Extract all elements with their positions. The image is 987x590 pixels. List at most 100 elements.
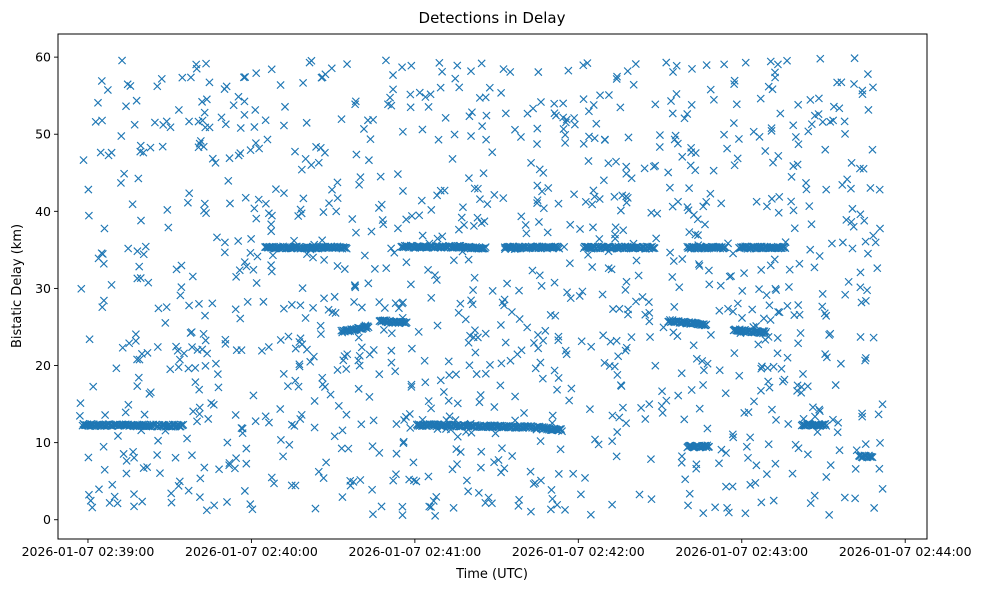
data-point [291, 344, 300, 353]
data-point [376, 172, 385, 181]
data-point [546, 505, 555, 514]
data-point [589, 100, 598, 109]
data-point [183, 434, 192, 443]
data-point [172, 265, 181, 274]
data-point [271, 185, 280, 194]
data-point [500, 301, 509, 310]
data-point [243, 297, 252, 306]
data-point [755, 285, 764, 294]
data-point [465, 112, 474, 121]
data-point [767, 194, 776, 203]
data-point [162, 117, 171, 126]
data-point [608, 411, 617, 420]
data-point [466, 331, 475, 340]
data-point [192, 64, 201, 73]
data-point [211, 359, 220, 368]
data-point [430, 271, 439, 280]
data-point [99, 442, 108, 451]
data-point [868, 83, 877, 92]
data-point [339, 356, 348, 365]
data-point [793, 160, 802, 169]
data-point [113, 499, 122, 508]
data-point [552, 111, 561, 120]
y-tick-label: 10 [35, 435, 51, 450]
data-point [183, 198, 192, 207]
data-point [619, 226, 628, 235]
data-point [234, 92, 243, 101]
data-point [252, 69, 261, 78]
data-point [84, 490, 93, 499]
data-point [515, 315, 524, 324]
data-point [291, 481, 300, 490]
data-point [414, 327, 423, 336]
data-point [85, 335, 94, 344]
data-point [580, 473, 590, 482]
data-point [818, 117, 827, 126]
data-point [153, 450, 162, 459]
data-point [773, 60, 782, 69]
data-point [481, 243, 490, 252]
data-point [586, 510, 595, 519]
data-point [584, 107, 593, 116]
data-point [527, 158, 536, 167]
data-point [706, 85, 715, 94]
data-point [814, 94, 823, 103]
data-point [613, 428, 622, 437]
data-point [418, 231, 427, 240]
data-point [354, 333, 363, 342]
data-point [468, 300, 477, 309]
data-point [434, 135, 443, 144]
data-point [261, 412, 270, 421]
data-point [368, 510, 377, 519]
data-point [662, 396, 671, 405]
data-point [246, 146, 255, 155]
data-point [522, 229, 531, 238]
data-point [444, 396, 453, 405]
data-point [875, 185, 884, 194]
data-point [649, 162, 658, 171]
data-point [858, 86, 867, 95]
data-point [852, 446, 861, 455]
data-point [225, 461, 234, 470]
x-tick-label: 2026-01-07 02:40:00 [185, 544, 318, 559]
data-point [215, 465, 224, 474]
data-point [652, 234, 661, 243]
data-point [668, 109, 677, 118]
data-point [550, 278, 559, 287]
data-point [561, 118, 570, 127]
data-point [201, 311, 210, 320]
data-markers [75, 54, 887, 520]
data-point [767, 126, 776, 135]
data-point [415, 88, 424, 97]
data-point [848, 204, 857, 213]
data-point [201, 361, 210, 370]
data-point [328, 308, 337, 317]
data-point [499, 194, 508, 203]
data-point [764, 82, 773, 91]
data-point [730, 76, 739, 85]
data-point [420, 356, 429, 365]
data-point [775, 308, 784, 317]
data-point [166, 123, 175, 132]
data-point [814, 110, 823, 119]
data-point [757, 362, 766, 371]
data-point [669, 257, 678, 266]
data-point [592, 119, 601, 128]
data-point [622, 419, 631, 428]
data-point [806, 245, 815, 254]
data-point [617, 381, 626, 391]
data-point [225, 154, 234, 163]
data-point [508, 452, 517, 461]
data-point [841, 129, 850, 138]
data-point [276, 81, 285, 90]
data-point [548, 411, 557, 420]
data-point [299, 194, 308, 203]
data-point [474, 488, 483, 497]
data-point [326, 390, 335, 399]
data-point [99, 259, 108, 268]
data-point [724, 508, 733, 517]
data-point [834, 418, 843, 427]
data-point [253, 252, 262, 261]
data-point [772, 286, 781, 295]
data-point [318, 236, 327, 245]
